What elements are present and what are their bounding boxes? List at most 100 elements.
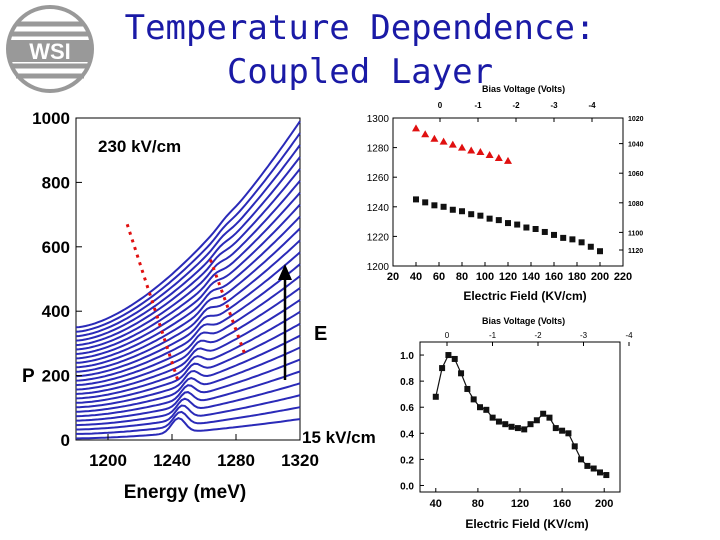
data-point [565, 430, 572, 437]
spectrum-curve [76, 346, 301, 413]
top-tick-label: -4 [625, 331, 633, 340]
red-triangle-point [439, 137, 448, 145]
red-triangle-point [448, 140, 457, 148]
data-point [458, 370, 465, 377]
red-triangle-point [467, 146, 476, 154]
y-tick-label: 0.0 [400, 481, 414, 492]
black-square-point [468, 211, 475, 218]
spectrum-curve [76, 394, 301, 431]
y-tick-label: 0.4 [400, 429, 414, 440]
y2-tick-label: 1120 [628, 248, 643, 255]
y-axis-fragment: P [22, 366, 35, 387]
data-point [559, 427, 566, 434]
black-square-point [523, 224, 530, 231]
data-point [552, 425, 559, 432]
red-triangle-point [458, 143, 466, 151]
spectrum-curve [75, 310, 301, 400]
spectrum-curve [75, 251, 301, 378]
black-square-point [477, 212, 484, 219]
logo-text: WSI [29, 39, 71, 64]
y-tick-label: 1300 [367, 114, 390, 125]
y-tick-label: 1260 [367, 173, 390, 184]
red-triangle-point [421, 130, 430, 138]
field-arrow-head [278, 264, 292, 280]
x-tick-label: 100 [476, 271, 494, 283]
x-tick-label: 80 [472, 498, 484, 510]
y-tick-label: 1220 [367, 232, 390, 243]
y-tick-label: 1.0 [400, 351, 414, 362]
x-tick-label: 160 [553, 498, 571, 510]
x-tick-label: 200 [591, 271, 609, 283]
x-tick-label: 200 [595, 498, 613, 510]
y-tick-label: 0.2 [400, 455, 414, 466]
x-tick-label: 40 [410, 271, 422, 283]
label-bottom-field: 15 kV/cm [302, 428, 376, 447]
data-point [495, 418, 502, 425]
spectrum-curve [75, 239, 301, 373]
data-point [470, 396, 477, 403]
black-square-point [431, 202, 438, 209]
x-tick-label: 180 [568, 271, 586, 283]
series-line [435, 354, 607, 476]
spectrum-curve [75, 334, 301, 409]
page-title: Temperature Dependence: Coupled Layer [100, 6, 620, 94]
spectrum-curve [75, 180, 301, 351]
y2-tick-label: 1100 [628, 230, 643, 237]
data-point [489, 414, 496, 421]
top-tick-label: -1 [489, 331, 497, 340]
data-point [603, 472, 610, 479]
red-triangle-point [430, 134, 439, 142]
spectrum-curve [75, 275, 301, 387]
spectrum-curve [75, 358, 301, 418]
x-axis-label: Electric Field (KV/cm) [465, 517, 588, 531]
top-tick-label: -2 [534, 331, 542, 340]
black-square-point [459, 208, 465, 215]
x-axis-label: Electric Field (KV/cm) [463, 289, 586, 303]
black-square-point [413, 196, 419, 203]
x-tick-label: 1200 [89, 451, 127, 470]
black-square-point [495, 217, 502, 224]
spectrum-curve [75, 144, 301, 338]
x-tick-label: 1320 [281, 451, 319, 470]
spectrum-curve [76, 406, 301, 435]
black-square-point [514, 221, 521, 228]
data-point [439, 365, 446, 372]
black-square-point [551, 231, 557, 238]
x-tick-label: 1280 [217, 451, 255, 470]
spectrum-curve [75, 215, 301, 364]
red-dotted-lines [125, 223, 248, 383]
spectrum-curve [76, 417, 301, 440]
y-tick-label: 0 [61, 431, 70, 450]
y-tick-label: 1280 [367, 144, 390, 155]
data-point [502, 421, 509, 428]
y-tick-label: 600 [42, 238, 70, 257]
black-square-point [486, 215, 493, 222]
top-tick-label: 0 [445, 331, 450, 340]
red-triangle-point [504, 156, 512, 164]
y-tick-label: 1200 [367, 262, 390, 273]
spectrum-curve [75, 263, 301, 382]
y-ticks: 0 200 400 600 800 1000 [32, 109, 82, 450]
y2-tick-label: 1080 [628, 201, 644, 208]
top-tick-label: -3 [550, 101, 558, 110]
x-tick-label: 20 [387, 271, 399, 283]
red-dotted-line [208, 259, 248, 357]
spectra-curves [75, 120, 301, 440]
wsi-logo: WSI [6, 5, 94, 93]
black-square-point [532, 226, 539, 232]
red-triangle-point [485, 151, 494, 158]
top-tick-label: 0 [438, 101, 443, 110]
y-tick-label: 0.8 [400, 377, 414, 388]
spectrum-curve [75, 132, 301, 333]
data-point [521, 426, 528, 433]
black-square-point [597, 248, 603, 255]
y2-tick-label: 1040 [628, 142, 644, 149]
y-tick-label: 400 [42, 302, 70, 321]
label-top-field: 230 kV/cm [98, 137, 181, 156]
black-square-point [541, 228, 548, 235]
title-line-1: Temperature Dependence: [124, 8, 596, 48]
data-point [432, 393, 439, 400]
spectrum-curve [75, 227, 301, 369]
data-point [546, 414, 553, 421]
black-square-point [578, 239, 585, 246]
